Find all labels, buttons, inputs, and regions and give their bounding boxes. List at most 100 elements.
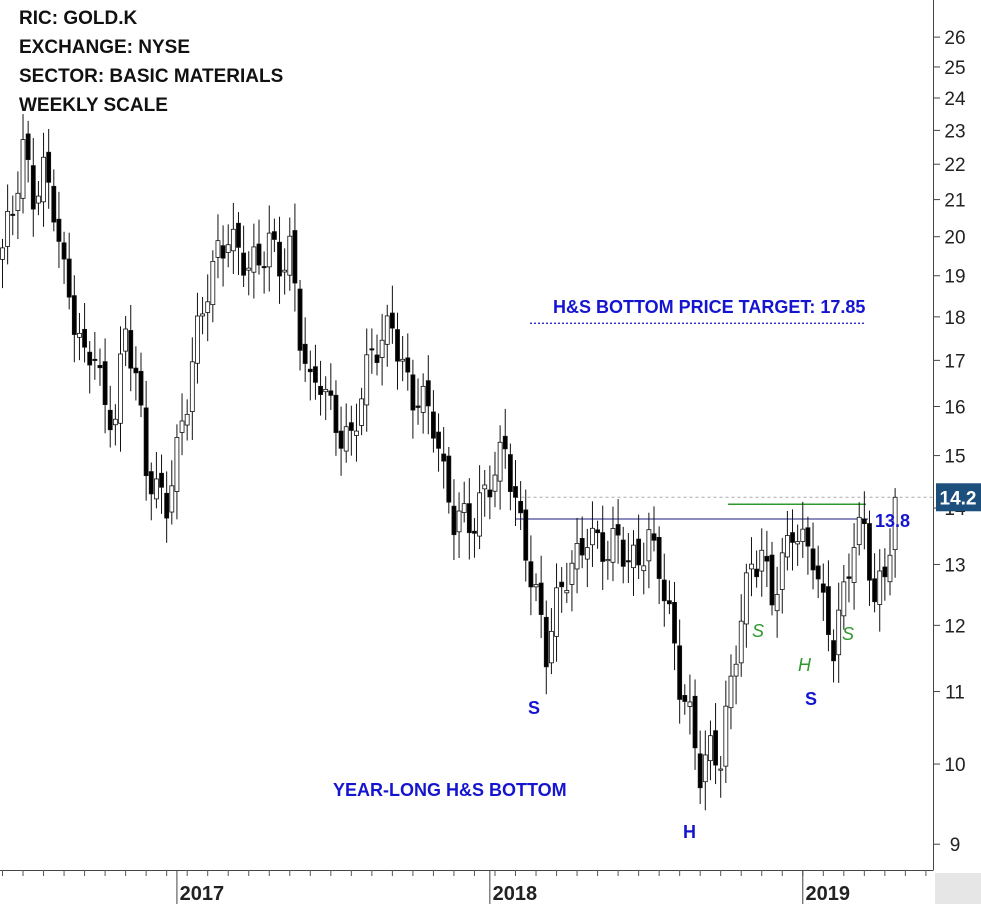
candle-up — [549, 630, 554, 664]
candle-down — [56, 218, 62, 242]
candle-up — [420, 385, 426, 413]
head-marker: H — [683, 822, 696, 842]
candle-up — [364, 354, 370, 406]
candle-down — [466, 503, 472, 534]
small-left-shoulder-marker: S — [752, 621, 764, 641]
candle-down — [348, 422, 354, 431]
candle-up — [564, 590, 570, 594]
y-tick-label: 15 — [944, 447, 965, 468]
candle-up — [774, 594, 780, 612]
candle-down — [815, 565, 821, 580]
right-shoulder-marker: S — [805, 689, 817, 709]
exchange-label: EXCHANGE: NYSE — [19, 37, 191, 58]
candle-down — [538, 582, 544, 615]
pattern-label: YEAR-LONG H&S BOTTOM — [333, 780, 567, 800]
candle-down — [133, 367, 139, 374]
candle-down — [71, 295, 77, 335]
candle-up — [5, 211, 11, 247]
candle-up — [733, 663, 739, 677]
candle-down — [615, 524, 621, 536]
candle-down — [374, 354, 380, 363]
candle-down — [159, 472, 164, 488]
candle-up — [359, 398, 365, 426]
candle-up — [646, 529, 652, 562]
candle-down — [369, 348, 375, 351]
sector-label: SECTOR: BASIC MATERIALS — [19, 66, 284, 87]
candle-down — [148, 471, 154, 495]
y-tick-label: 9 — [950, 835, 961, 856]
candle-up — [887, 554, 893, 583]
candle-down — [846, 576, 852, 579]
candle-up — [195, 315, 200, 364]
candle-down — [236, 222, 241, 248]
candle-up — [584, 547, 590, 560]
candle-down — [682, 695, 688, 702]
candle-up — [497, 441, 503, 482]
candle-down — [831, 640, 836, 662]
candle-down — [431, 411, 436, 439]
candle-up — [251, 246, 257, 273]
candle-down — [677, 645, 683, 700]
candle-up — [533, 584, 539, 588]
candle-down — [25, 133, 31, 160]
candle-down — [487, 489, 493, 498]
candle-up — [246, 267, 252, 271]
candle-up — [230, 228, 236, 252]
y-tick-label: 25 — [944, 58, 965, 79]
candle-up — [36, 195, 41, 204]
candle-down — [143, 407, 149, 477]
candle-up — [266, 232, 272, 268]
candle-down — [805, 527, 811, 547]
candle-down — [66, 258, 72, 298]
candle-up — [631, 544, 636, 569]
candle-up — [779, 552, 785, 590]
candle-down — [543, 616, 549, 668]
candle-down — [292, 230, 298, 284]
candle-up — [400, 358, 406, 362]
neckline-label: 13.8 — [875, 511, 910, 531]
candle-up — [610, 528, 616, 563]
candle-down — [867, 523, 872, 581]
small-head-marker: H — [798, 655, 812, 675]
candle-up — [708, 735, 713, 762]
candle-up — [687, 701, 693, 707]
candle-up — [225, 244, 231, 253]
candle-down — [302, 343, 308, 364]
candle-up — [738, 620, 744, 664]
y-tick-label: 18 — [944, 308, 965, 329]
candle-down — [46, 151, 52, 183]
candle-up — [210, 260, 216, 306]
candle-up — [728, 675, 734, 709]
candle-up — [456, 510, 462, 533]
candle-up — [20, 139, 26, 199]
candle-down — [61, 242, 67, 260]
last-price-label: 14.2 — [940, 488, 977, 509]
ric-label: RIC: GOLD.K — [19, 8, 138, 29]
candle-down — [595, 529, 600, 534]
candle-down — [651, 533, 657, 541]
candle-down — [559, 581, 565, 588]
candle-down — [754, 568, 760, 578]
candle-down — [333, 394, 339, 433]
candle-down — [10, 213, 16, 216]
annotations: H&S BOTTOM PRICE TARGET: 17.85 YEAR-LONG … — [333, 297, 981, 842]
y-tick-label: 26 — [944, 28, 965, 49]
candle-down — [661, 579, 667, 602]
candle-down — [395, 329, 400, 362]
candle-down — [672, 601, 677, 644]
small-right-shoulder-marker: S — [842, 624, 854, 644]
candle-down — [810, 548, 816, 571]
candle-up — [174, 437, 180, 492]
left-shoulder-marker: S — [528, 698, 540, 718]
candle-down — [220, 245, 226, 259]
y-tick-label: 12 — [944, 616, 965, 637]
candle-up — [851, 547, 857, 583]
candle-down — [764, 555, 770, 562]
y-tick-label: 13 — [944, 555, 965, 576]
candle-up — [200, 313, 205, 317]
candle-up — [482, 484, 488, 490]
candle-down — [164, 492, 170, 519]
candle-down — [318, 385, 323, 395]
candle-up — [856, 516, 862, 546]
